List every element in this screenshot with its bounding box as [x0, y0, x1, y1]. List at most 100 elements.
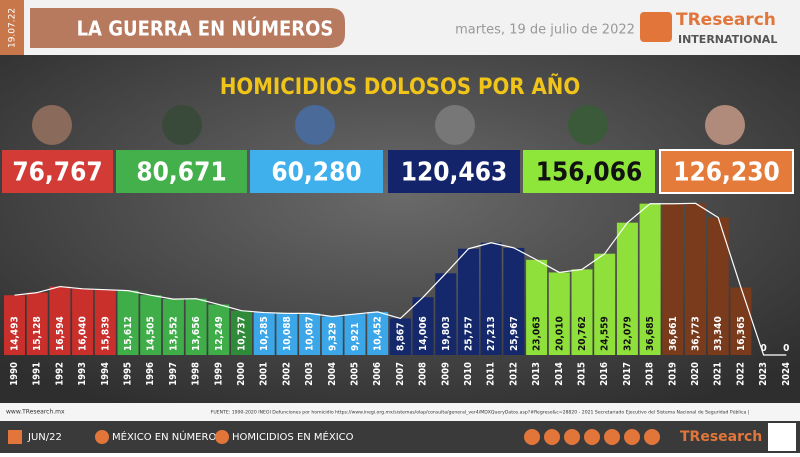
x-tick-label: 1999 [213, 362, 224, 386]
bar [185, 298, 207, 355]
value-label: 16,040 [78, 316, 89, 351]
value-label: 14,493 [10, 316, 21, 351]
total-value: 120,463 [401, 158, 508, 188]
x-tick-label: 1994 [100, 362, 111, 386]
bar [480, 242, 502, 355]
icon [215, 430, 229, 444]
bar [72, 288, 94, 355]
value-label: 10,737 [237, 316, 248, 351]
value-label: 9,329 [327, 323, 338, 351]
value-label: 15,128 [32, 316, 43, 351]
x-tick-label: 2017 [622, 362, 633, 386]
x-tick-label: 2010 [463, 362, 474, 386]
bar [299, 313, 321, 355]
total-value: 60,280 [271, 158, 361, 188]
x-tick-label: 2000 [236, 362, 247, 386]
x-tick-label: 2012 [508, 362, 519, 386]
bar [367, 311, 389, 355]
bar [276, 313, 298, 355]
bar [389, 318, 411, 355]
bar [94, 289, 116, 355]
total-box [2, 150, 113, 193]
bar [253, 312, 275, 355]
x-tick-label: 2019 [667, 362, 678, 386]
x-tick-label: 2015 [577, 362, 588, 386]
qr-code [768, 423, 796, 451]
total-value: 80,671 [136, 158, 226, 188]
bar [458, 248, 479, 355]
bar [594, 253, 616, 355]
footer-brand: TResearch [680, 429, 762, 445]
brand-sub: INTERNATIONAL [678, 33, 777, 46]
x-tick-label: 2001 [259, 362, 270, 386]
bar [685, 203, 706, 355]
bar [231, 310, 252, 355]
value-label: 36,685 [645, 316, 656, 351]
value-label: 25,757 [464, 316, 475, 351]
x-tick-label: 1998 [191, 362, 202, 386]
site: www.TResearch.mx [6, 409, 65, 416]
total-box [116, 150, 247, 193]
x-tick-label: 1997 [168, 362, 179, 386]
total-value: 76,767 [12, 158, 102, 188]
value-label: 20,762 [577, 316, 588, 351]
bar [117, 290, 139, 355]
value-label: 36,773 [691, 316, 702, 351]
footer-bar [0, 421, 800, 453]
x-tick-label: 1993 [77, 362, 88, 386]
bar [321, 316, 343, 355]
x-tick-label: 2003 [304, 362, 315, 386]
bar [639, 203, 661, 355]
footer-link[interactable]: MÉXICO EN NÚMEROS [112, 430, 223, 443]
x-tick-label: 2024 [781, 362, 792, 386]
value-label: 0 [783, 343, 789, 354]
total-value: 126,230 [673, 158, 780, 188]
x-tick-label: 2002 [281, 362, 292, 386]
x-tick-label: 2004 [327, 362, 338, 386]
value-label: 33,340 [713, 316, 724, 351]
bar [140, 295, 162, 355]
value-label: 27,213 [486, 316, 497, 351]
total-box [250, 150, 383, 193]
x-tick-label: 2005 [350, 362, 361, 386]
value-label: 9,921 [350, 323, 361, 351]
x-tick-label: 1995 [123, 362, 134, 386]
footer-link[interactable]: HOMICIDIOS EN MÉXICO [232, 430, 354, 443]
value-label: 10,452 [373, 316, 384, 351]
value-label: 24,559 [600, 316, 611, 351]
x-tick-label: 2023 [758, 362, 769, 386]
value-label: 23,063 [532, 316, 543, 351]
social-icons [524, 429, 660, 445]
portraits [32, 105, 745, 145]
x-tick-label: 1996 [145, 362, 156, 386]
bar [571, 269, 593, 355]
brand: TResearch [676, 10, 776, 30]
total-box [659, 149, 794, 194]
x-tick-label: 2016 [599, 362, 610, 386]
bar [49, 286, 71, 355]
logo-mark [640, 12, 672, 42]
date-tag: 19.07.22 [8, 8, 18, 48]
date-strip [0, 0, 24, 55]
value-label: 20,010 [554, 316, 565, 351]
x-tick-label: 2018 [645, 362, 656, 386]
icon [8, 430, 22, 444]
bar [4, 295, 25, 355]
x-tick-label: 1990 [9, 362, 20, 386]
header-date: martes, 19 de julio de 2022 [455, 23, 635, 38]
bar [616, 222, 638, 355]
bar [707, 217, 729, 355]
icon [95, 430, 109, 444]
bar [344, 314, 366, 355]
bar [662, 203, 684, 355]
bar [26, 292, 48, 355]
value-label: 16,365 [736, 316, 747, 351]
bar [162, 299, 184, 355]
bar [526, 259, 548, 355]
total-box [523, 150, 655, 193]
chart-title: HOMICIDIOS DOLOSOS POR AÑO [220, 74, 580, 100]
bar [208, 304, 230, 355]
bar [503, 247, 525, 355]
value-label: 15,612 [123, 316, 134, 351]
